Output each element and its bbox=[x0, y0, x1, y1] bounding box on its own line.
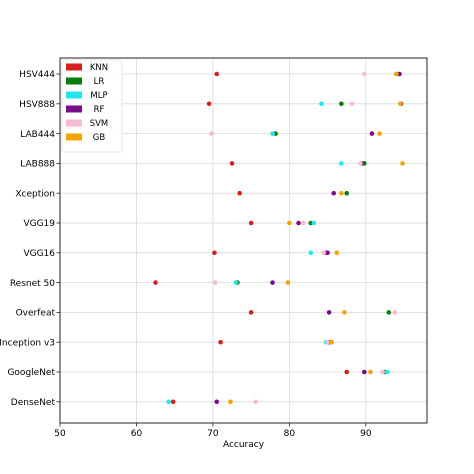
legend-label-lr: LR bbox=[94, 77, 105, 87]
point-svm bbox=[300, 220, 306, 226]
legend-label-mlp: MLP bbox=[90, 91, 107, 101]
y-axis-ticks: HSV444 HSV888 LAB444 LAB888 Xception VGG19 VGG… bbox=[0, 70, 60, 408]
point-svm bbox=[392, 310, 398, 315]
point-lr bbox=[339, 101, 344, 107]
point-rf bbox=[362, 369, 367, 375]
point-knn bbox=[344, 369, 350, 375]
legend-swatch-rf bbox=[66, 105, 82, 113]
x-tick-label: 60 bbox=[131, 429, 143, 439]
y-tick-label: HSV444 bbox=[19, 70, 55, 80]
point-knn bbox=[214, 71, 220, 77]
y-tick-label: VGG16 bbox=[23, 249, 55, 259]
point-knn bbox=[212, 250, 217, 256]
y-tick-label: GoogleNet bbox=[7, 368, 55, 378]
plot-frame bbox=[59, 57, 428, 424]
point-svm bbox=[321, 250, 327, 256]
point-knn bbox=[229, 161, 235, 166]
point-knn bbox=[248, 310, 254, 315]
point-knn bbox=[206, 101, 212, 107]
legend-swatch-mlp bbox=[66, 91, 82, 99]
point-rf bbox=[331, 190, 337, 196]
point-knn bbox=[153, 280, 158, 285]
point-svm bbox=[253, 399, 259, 405]
x-axis-title: Accuracy bbox=[223, 440, 265, 450]
y-tick-label: Xception bbox=[15, 189, 55, 199]
point-svm bbox=[358, 161, 363, 166]
point-gb bbox=[400, 161, 405, 166]
point-svm bbox=[380, 369, 385, 375]
point-mlp bbox=[270, 131, 275, 136]
legend-label-gb: GB bbox=[93, 133, 106, 143]
point-mlp bbox=[308, 250, 314, 256]
point-gb bbox=[334, 250, 340, 256]
point-gb bbox=[329, 339, 334, 345]
point-gb bbox=[394, 71, 399, 77]
point-knn bbox=[248, 220, 254, 226]
x-axis-ticks: 50 60 70 80 90 bbox=[54, 423, 372, 439]
legend-swatch-gb bbox=[66, 133, 82, 141]
point-knn bbox=[170, 399, 176, 405]
legend-label-svm: SVM bbox=[90, 119, 109, 129]
point-lr bbox=[344, 190, 350, 196]
legend-label-knn: KNN bbox=[90, 63, 108, 73]
legend: KNN LR MLP RF SVM GB bbox=[61, 59, 123, 153]
point-rf bbox=[214, 399, 220, 405]
point-rf bbox=[369, 131, 375, 136]
y-tick-label: LAB444 bbox=[20, 130, 55, 140]
x-tick-label: 50 bbox=[54, 429, 66, 439]
point-mlp bbox=[233, 280, 239, 285]
point-knn bbox=[218, 339, 223, 345]
legend-swatch-svm bbox=[66, 119, 82, 127]
y-tick-label: Inception v3 bbox=[0, 338, 55, 348]
point-svm bbox=[362, 71, 367, 77]
point-mlp bbox=[339, 161, 344, 166]
point-knn bbox=[237, 190, 242, 196]
point-gb bbox=[377, 131, 382, 136]
x-tick-label: 90 bbox=[360, 429, 372, 439]
legend-label-rf: RF bbox=[94, 105, 105, 115]
point-gb bbox=[368, 369, 373, 375]
point-gb bbox=[285, 280, 291, 285]
point-rf bbox=[270, 280, 275, 285]
point-gb bbox=[342, 310, 347, 315]
y-tick-label: Overfeat bbox=[16, 309, 56, 319]
point-svm bbox=[349, 101, 355, 107]
point-mlp bbox=[384, 369, 390, 375]
point-svm bbox=[212, 280, 218, 285]
y-tick-label: LAB888 bbox=[20, 160, 55, 170]
legend-swatch-lr bbox=[66, 77, 82, 85]
y-tick-label: HSV888 bbox=[19, 100, 55, 110]
point-gb bbox=[228, 399, 233, 405]
point-lr bbox=[386, 310, 392, 315]
point-rf bbox=[325, 250, 330, 256]
point-rf bbox=[296, 220, 301, 226]
x-tick-label: 70 bbox=[207, 429, 219, 439]
point-gb bbox=[397, 101, 403, 107]
legend-swatch-knn bbox=[66, 63, 82, 71]
point-mlp bbox=[319, 101, 324, 107]
y-tick-label: DenseNet bbox=[11, 398, 56, 408]
data-points bbox=[153, 71, 405, 405]
y-tick-label: Resnet 50 bbox=[10, 279, 55, 289]
point-svm bbox=[325, 339, 330, 345]
point-mlp bbox=[166, 399, 171, 405]
point-svm bbox=[209, 131, 214, 136]
x-tick-label: 80 bbox=[284, 429, 296, 439]
point-mlp bbox=[311, 220, 317, 226]
point-rf bbox=[326, 310, 332, 315]
y-tick-label: VGG19 bbox=[23, 219, 55, 229]
point-gb bbox=[339, 190, 344, 196]
point-gb bbox=[287, 220, 292, 226]
